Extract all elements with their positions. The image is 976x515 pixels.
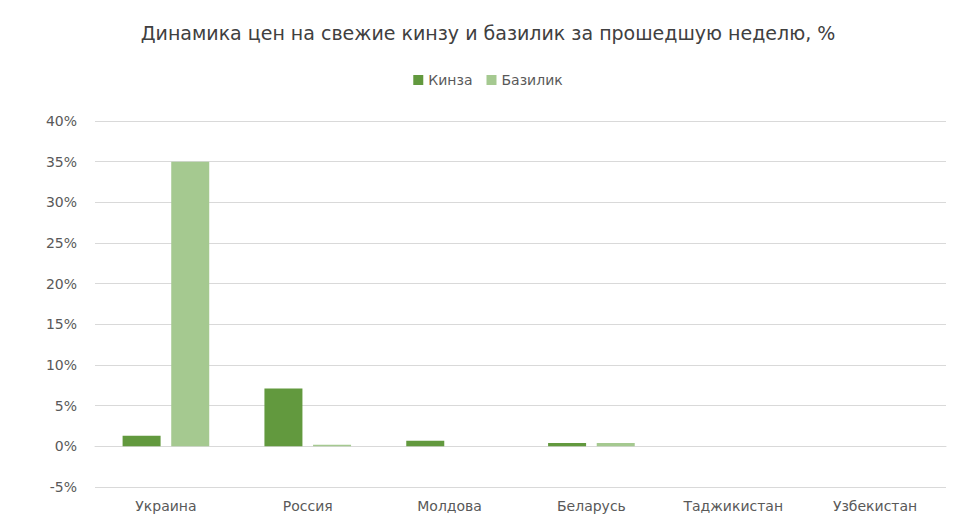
svg-text:-5%: -5% <box>50 479 77 495</box>
svg-text:Молдова: Молдова <box>417 498 482 514</box>
svg-text:Таджикистан: Таджикистан <box>682 498 783 514</box>
svg-text:15%: 15% <box>46 316 77 332</box>
svg-text:25%: 25% <box>46 235 77 251</box>
svg-text:Украина: Украина <box>135 498 196 514</box>
svg-text:Россия: Россия <box>283 498 333 514</box>
svg-text:Базилик: Базилик <box>501 72 562 88</box>
svg-text:5%: 5% <box>55 398 77 414</box>
svg-text:Беларусь: Беларусь <box>557 498 626 514</box>
svg-text:Узбекистан: Узбекистан <box>833 498 917 514</box>
svg-text:40%: 40% <box>46 113 77 129</box>
svg-text:0%: 0% <box>55 438 77 454</box>
svg-text:30%: 30% <box>46 194 77 210</box>
svg-text:35%: 35% <box>46 154 77 170</box>
svg-text:Кинза: Кинза <box>428 72 472 88</box>
svg-text:10%: 10% <box>46 357 77 373</box>
svg-text:20%: 20% <box>46 276 77 292</box>
svg-text:Динамика цен на свежие кинзу и: Динамика цен на свежие кинзу и базилик з… <box>141 22 836 44</box>
